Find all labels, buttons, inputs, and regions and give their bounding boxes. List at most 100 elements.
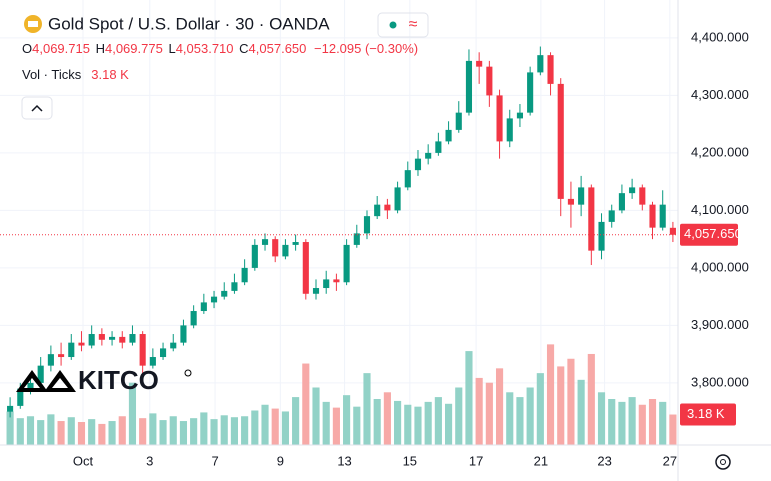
candle-body (527, 72, 534, 113)
candle-body (476, 60, 483, 67)
candle-body (547, 55, 554, 84)
volume-value: 3.18 K (91, 67, 129, 82)
volume-bar (292, 397, 300, 445)
kitco-logo: KITCO (16, 365, 192, 395)
close-label: C (239, 41, 248, 56)
open-value: 4,069.715 (32, 41, 90, 56)
candle-body (241, 267, 248, 283)
volume-bar (26, 416, 35, 445)
volume-bar (281, 411, 289, 445)
volume-bar (118, 416, 126, 445)
settings-gear-center (720, 459, 726, 465)
volume-bar (506, 392, 514, 445)
candle-body (323, 279, 330, 289)
volume-bar (169, 416, 177, 445)
volume-bar (241, 416, 249, 445)
volume-bar (669, 414, 677, 445)
candle-body (17, 388, 24, 406)
volume-bar (536, 373, 544, 445)
volume-bar (608, 399, 616, 445)
candle-body (374, 204, 381, 217)
collapse-button[interactable] (21, 96, 53, 120)
x-tick-label: Oct (73, 453, 94, 468)
volume-bar (557, 366, 565, 445)
symbol-title: Gold Spot / U.S. Dollar · 30 · OANDA (48, 14, 330, 33)
settings-icon[interactable] (715, 454, 731, 470)
volume-bar (251, 410, 259, 445)
candle-body (629, 187, 636, 194)
y-tick-label: 4,100.000 (691, 202, 749, 217)
candle-body (465, 60, 473, 113)
candle-body (404, 170, 411, 188)
volume-bar (546, 344, 555, 445)
volume-bar (577, 379, 585, 445)
candle-body (425, 152, 432, 159)
candle-body (394, 187, 401, 211)
volume-bar (6, 411, 14, 445)
candle-body (27, 382, 34, 389)
candle-body (445, 129, 452, 142)
candle-body (272, 239, 279, 257)
settings-gear[interactable] (715, 454, 731, 470)
volume-bar (261, 404, 269, 445)
last-price-box (680, 223, 738, 246)
volume-bar (139, 418, 147, 445)
candle-body (129, 334, 136, 343)
volume-bar (363, 373, 371, 445)
volume-bar (57, 421, 65, 445)
volume-bar (455, 387, 463, 445)
candle-body (496, 95, 503, 142)
volume-bar (485, 382, 493, 445)
candle-body (159, 348, 167, 358)
logo-icon (44, 370, 76, 392)
volume-bar (108, 421, 116, 445)
low-value: 4,053.710 (176, 41, 234, 56)
candle-body (669, 227, 676, 235)
y-tick-label: 4,000.000 (691, 259, 749, 274)
logo-icon (16, 370, 48, 392)
candle-body (261, 239, 269, 245)
candle-body (180, 325, 187, 343)
candle-body (282, 244, 289, 257)
y-tick-label: 3,800.000 (691, 374, 749, 389)
x-tick-label: 15 (403, 453, 417, 468)
candle-body (567, 198, 574, 205)
volume-bar (567, 358, 575, 445)
volume-bar (648, 399, 657, 445)
candle-body (343, 244, 350, 283)
candle-body (302, 242, 309, 294)
x-tick-label: 9 (277, 453, 284, 468)
logo-mark (184, 369, 192, 377)
x-tick-label: 27 (663, 453, 677, 468)
volume-bar (159, 420, 167, 445)
candle-body (251, 244, 258, 268)
volume-bar (383, 392, 391, 445)
x-tick-label: 17 (469, 453, 483, 468)
candle-body (588, 187, 595, 251)
volume-bar (128, 382, 137, 445)
x-tick-label: 7 (211, 453, 218, 468)
volume-bar (271, 408, 279, 445)
volume-bar (16, 418, 24, 445)
x-tick-label: 21 (534, 453, 548, 468)
collapse-icon (31, 104, 43, 112)
candle-body (618, 193, 625, 211)
close-value: 4,057.650 (249, 41, 307, 56)
candle-body (47, 354, 54, 366)
volume-bar (67, 417, 75, 445)
volume-bar (465, 351, 473, 445)
candle-body (7, 405, 14, 412)
status-badge[interactable] (377, 12, 429, 38)
volume-bar (88, 419, 96, 445)
high-label: H (96, 41, 105, 56)
candle-body (414, 158, 422, 171)
candle-body (98, 334, 105, 340)
candle-body (58, 354, 65, 358)
candle-body (210, 296, 218, 303)
candle-body (578, 187, 585, 205)
x-tick-label: 3 (146, 453, 153, 468)
candle-body (384, 204, 391, 211)
candle-body (557, 83, 564, 199)
candle-body (200, 302, 207, 312)
high-value: 4,069.775 (105, 41, 163, 56)
